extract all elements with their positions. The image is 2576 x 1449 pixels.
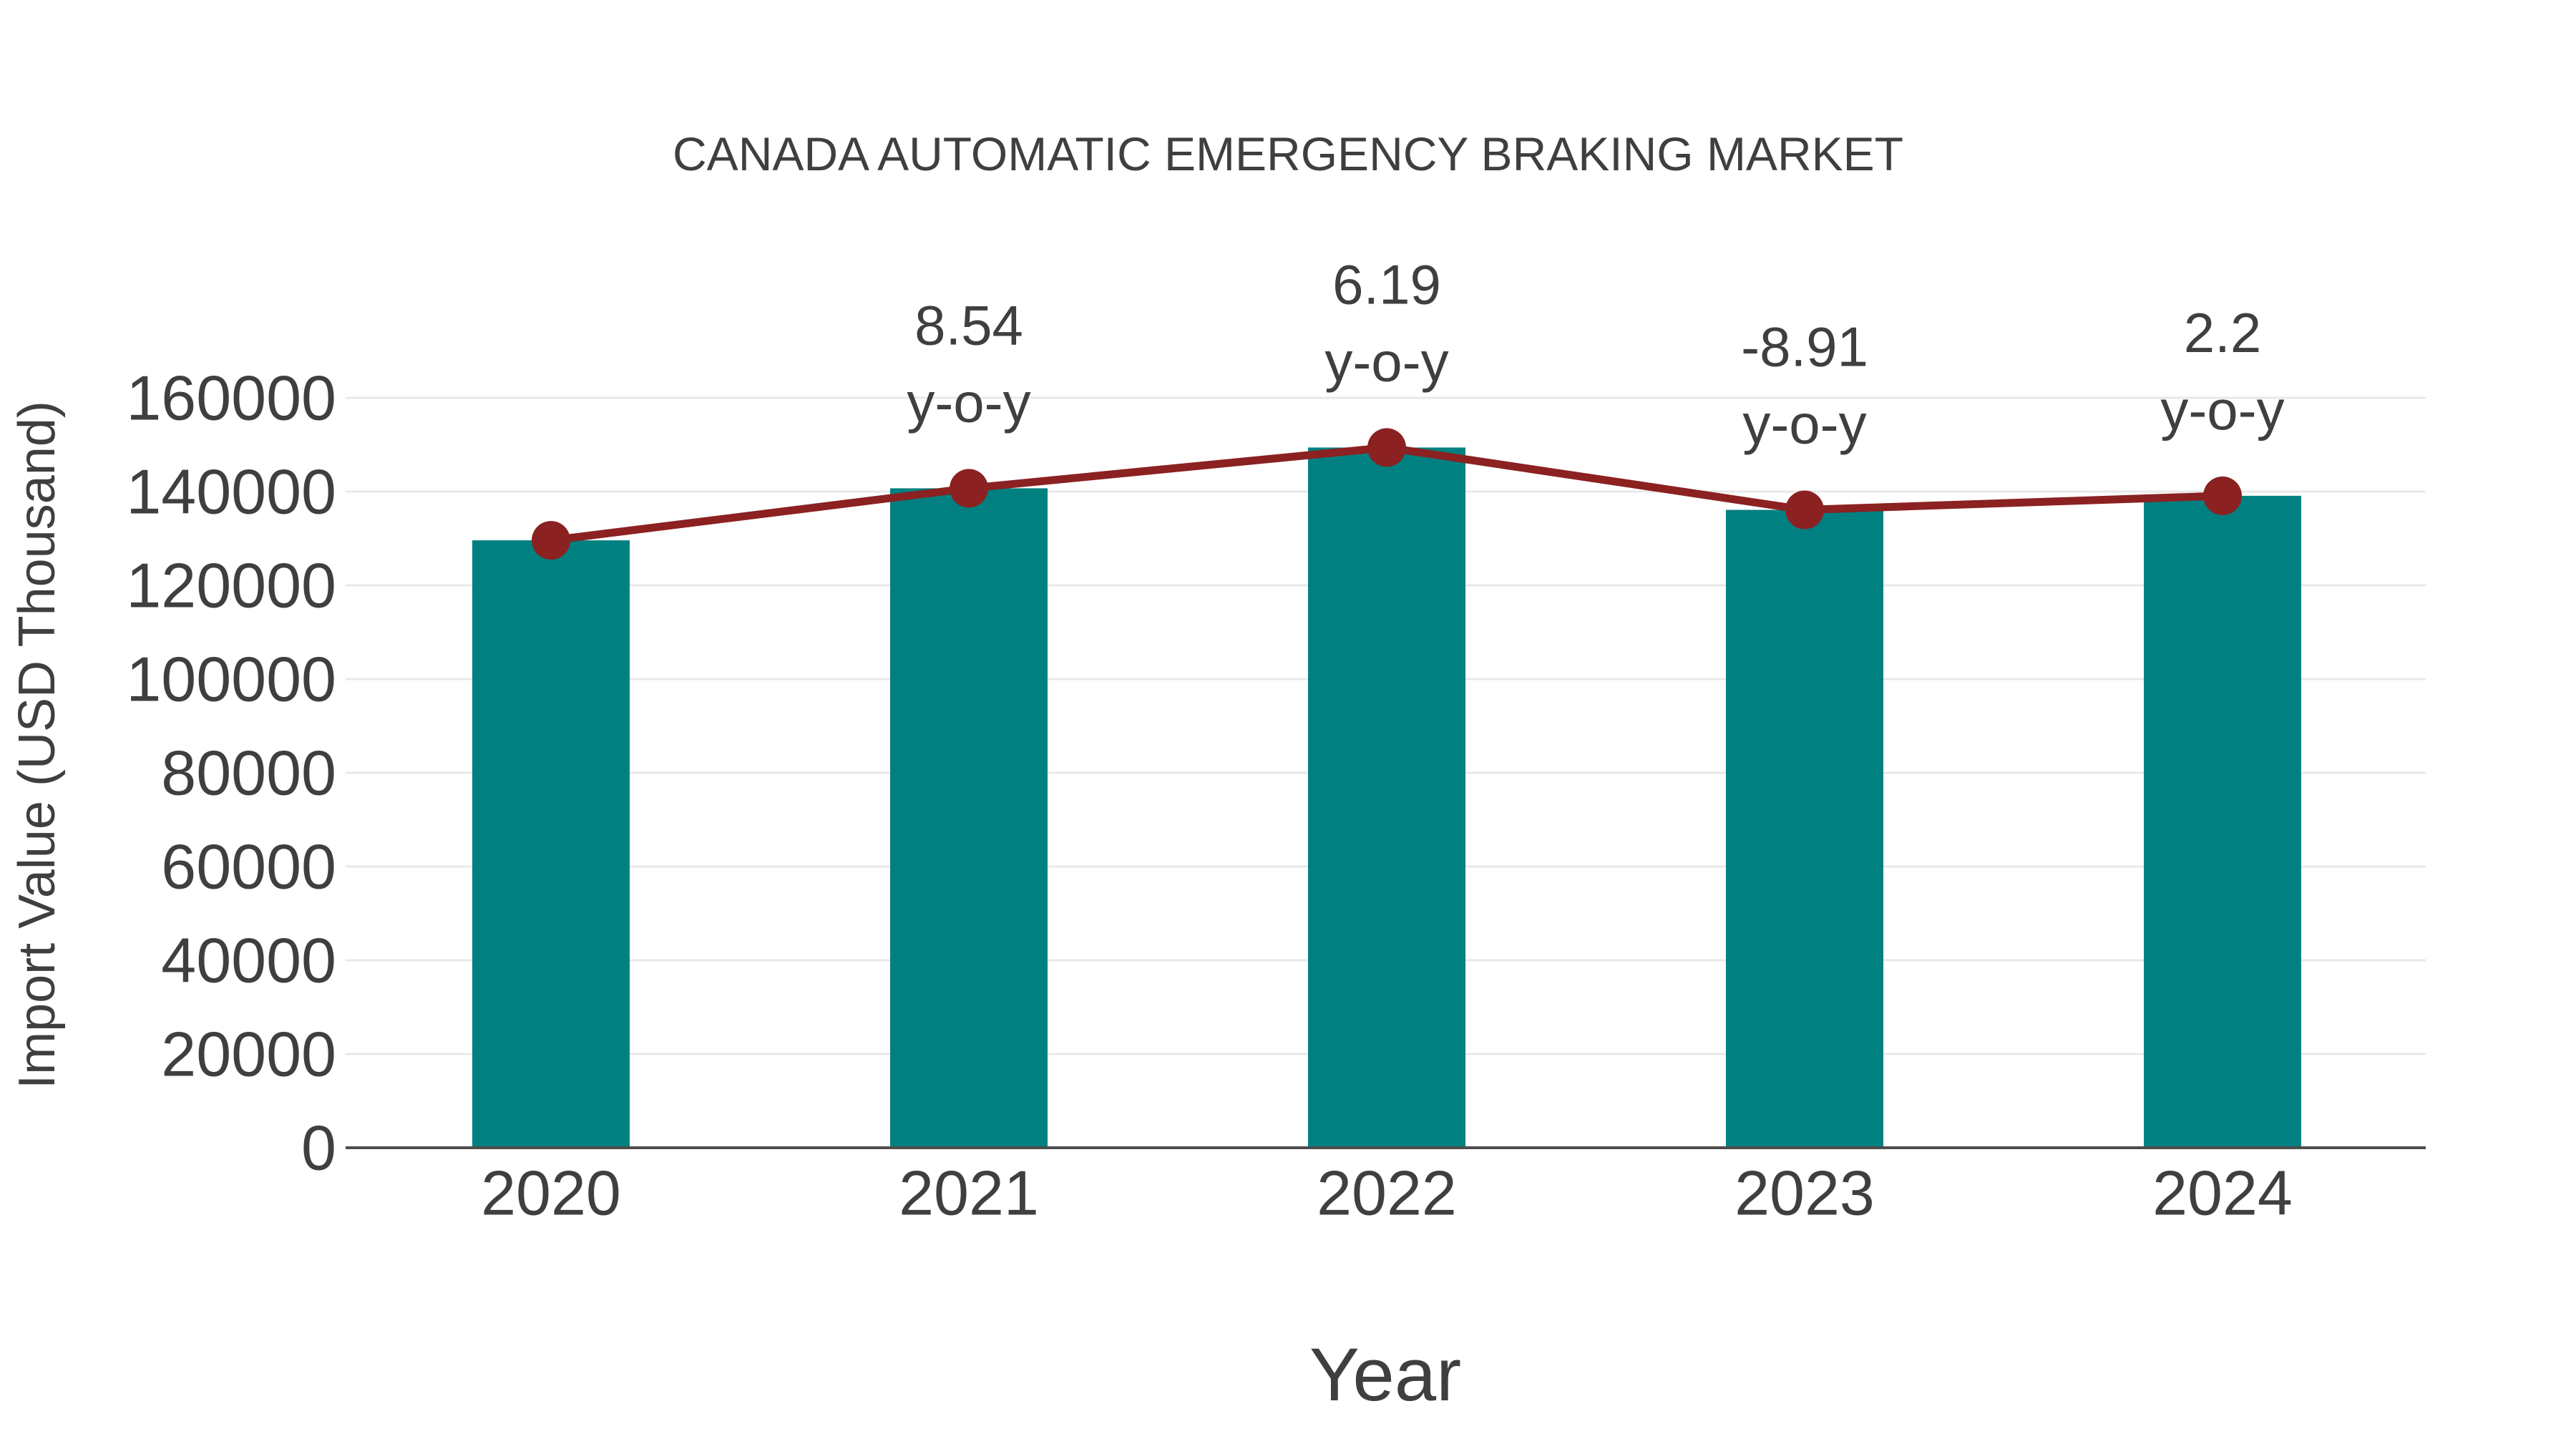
y-tick-label-120000: 120000 bbox=[126, 550, 336, 621]
annotation-value-2022: 6.19 bbox=[1332, 253, 1441, 316]
bar-2024 bbox=[2144, 495, 2301, 1148]
y-tick-label-40000: 40000 bbox=[161, 925, 336, 996]
bar-2023 bbox=[1726, 509, 1883, 1148]
bar-2021 bbox=[890, 488, 1048, 1148]
bar-2020 bbox=[472, 540, 630, 1148]
y-tick-label-60000: 60000 bbox=[161, 831, 336, 902]
y-tick-label-100000: 100000 bbox=[126, 644, 336, 715]
trend-marker-2022 bbox=[1367, 428, 1406, 467]
y-tick-label-0: 0 bbox=[301, 1113, 336, 1184]
trend-marker-2024 bbox=[2203, 476, 2242, 515]
trend-marker-2020 bbox=[532, 521, 570, 560]
x-tick-label-2023: 2023 bbox=[1735, 1158, 1875, 1229]
bar-2022 bbox=[1308, 447, 1465, 1148]
y-tick-label-20000: 20000 bbox=[161, 1019, 336, 1090]
annotation-label-2021: y-o-y bbox=[907, 371, 1030, 434]
x-axis-title: Year bbox=[1309, 1333, 1462, 1417]
annotation-label-2023: y-o-y bbox=[1742, 393, 1866, 456]
annotation-label-2024: y-o-y bbox=[2160, 379, 2284, 441]
annotation-value-2023: -8.91 bbox=[1741, 316, 1868, 379]
x-tick-label-2020: 2020 bbox=[481, 1158, 621, 1229]
y-tick-label-140000: 140000 bbox=[126, 457, 336, 527]
x-tick-label-2024: 2024 bbox=[2152, 1158, 2293, 1229]
chart-title: CANADA AUTOMATIC EMERGENCY BRAKING MARKE… bbox=[673, 127, 1903, 180]
annotation-value-2024: 2.2 bbox=[2184, 301, 2261, 364]
annotation-value-2021: 8.54 bbox=[914, 293, 1023, 356]
annotation-label-2022: y-o-y bbox=[1324, 330, 1448, 393]
trend-marker-2023 bbox=[1785, 490, 1824, 530]
y-tick-label-160000: 160000 bbox=[126, 363, 336, 434]
trend-marker-2021 bbox=[950, 469, 988, 508]
x-tick-label-2022: 2022 bbox=[1317, 1158, 1457, 1229]
y-tick-label-80000: 80000 bbox=[161, 738, 336, 809]
x-tick-label-2021: 2021 bbox=[899, 1158, 1039, 1229]
